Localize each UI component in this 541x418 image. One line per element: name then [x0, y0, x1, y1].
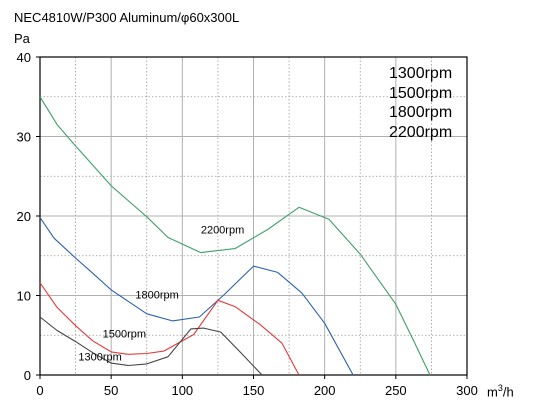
x-tick-label: 250: [385, 383, 407, 398]
y-tick-label: 0: [24, 368, 31, 383]
series-line-1300rpm: [39, 316, 263, 376]
x-tick-label: 50: [104, 383, 118, 398]
series-line-1500rpm: [39, 282, 300, 376]
legend-item-1300rpm: 1300rpm: [389, 65, 453, 82]
annotation-1800rpm: 1800rpm: [135, 290, 178, 302]
series-line-1800rpm: [39, 217, 354, 376]
x-unit-base: m: [487, 384, 498, 400]
y-tick-label: 40: [17, 50, 31, 65]
annotation-2200rpm: 2200rpm: [201, 224, 244, 236]
series-line-2200rpm: [39, 96, 431, 376]
x-tick-label: 100: [171, 383, 193, 398]
y-axis-unit: Pa: [14, 31, 30, 46]
y-tick-label: 10: [17, 289, 31, 304]
y-tick-label: 30: [17, 130, 31, 145]
x-unit-tail: /h: [502, 384, 514, 400]
x-unit-exponent: 3: [497, 383, 503, 393]
legend-item-1500rpm: 1500rpm: [389, 84, 453, 102]
legend-item-1800rpm: 1800rpm: [389, 104, 453, 121]
x-axis-unit: m3/h: [487, 383, 514, 399]
x-tick-label: 150: [243, 383, 265, 398]
x-tick-label: 200: [314, 383, 336, 398]
annotation-1500rpm: 1500rpm: [103, 329, 146, 341]
y-tick-label: 20: [17, 209, 31, 224]
x-tick-label: 0: [36, 383, 43, 398]
legend-item-2200rpm: 2200rpm: [389, 123, 453, 141]
annotation-1300rpm: 1300rpm: [78, 352, 121, 364]
chart-title: NEC4810W/P300 Aluminum/φ60x300L: [14, 10, 240, 25]
legend: 1300rpm 1500rpm 1800rpm 2200rpm: [389, 64, 452, 142]
x-tick-label: 300: [456, 383, 478, 398]
